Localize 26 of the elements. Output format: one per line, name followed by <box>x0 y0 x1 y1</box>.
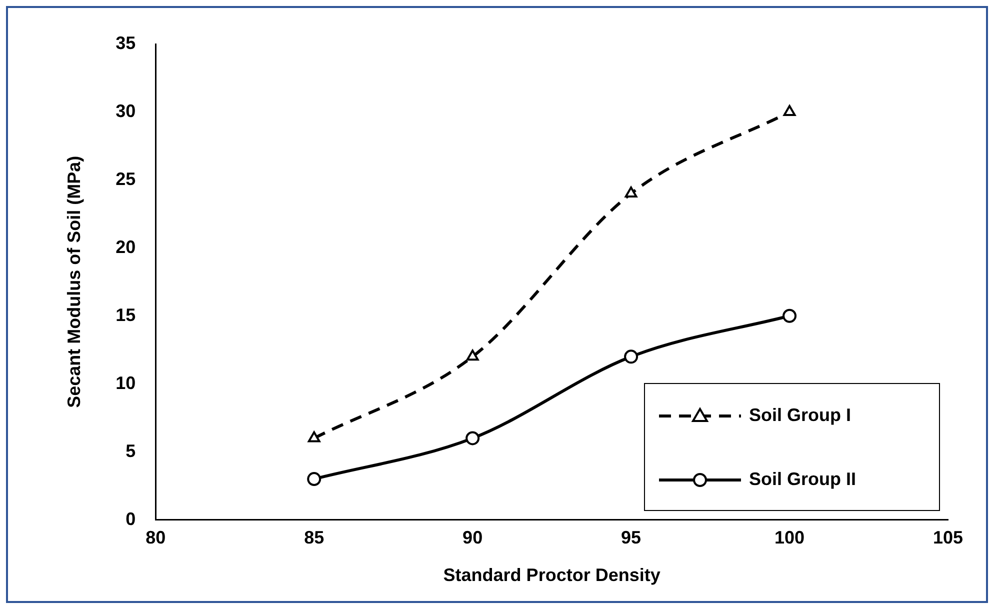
y-tick-label: 15 <box>116 304 136 325</box>
y-tick-label: 10 <box>116 372 136 393</box>
y-tick-label: 5 <box>126 440 136 461</box>
y-tick-label: 30 <box>116 100 136 121</box>
point <box>624 186 638 198</box>
point <box>783 104 796 116</box>
x-tick-label: 80 <box>146 528 166 548</box>
x-tick-label: 95 <box>621 528 642 548</box>
point <box>308 431 320 442</box>
x-tick-label: 100 <box>774 528 805 548</box>
x-tick-label: 85 <box>304 528 324 548</box>
legend-label: Soil Group II <box>749 469 856 490</box>
x-tick-label: 90 <box>462 528 483 548</box>
legend-label: Soil Group I <box>749 405 851 426</box>
y-tick-label: 20 <box>116 236 136 257</box>
point <box>466 350 479 361</box>
point <box>624 350 638 364</box>
y-axis-title: Secant Modulus of Soil (MPa) <box>64 156 84 408</box>
y-tick-label: 0 <box>126 508 136 529</box>
point <box>782 308 797 323</box>
x-axis-title: Standard Proctor Density <box>443 565 660 586</box>
point <box>307 472 322 486</box>
x-tick-label: 105 <box>932 528 964 548</box>
point <box>466 431 480 446</box>
y-tick-label: 35 <box>116 32 136 53</box>
y-tick-label: 25 <box>116 168 136 189</box>
